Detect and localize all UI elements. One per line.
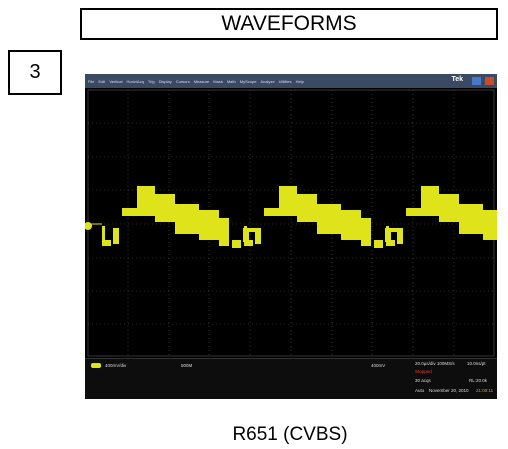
state: Stopped — [415, 369, 432, 374]
screen — [85, 89, 497, 357]
menu-bar: File Edit Vertical Horiz/Acq Trig Display Curs… — [85, 74, 497, 88]
menu-item[interactable]: Cursors — [175, 78, 190, 84]
menu-item[interactable]: Vertical — [109, 78, 123, 84]
caption: R651 (CVBS) — [232, 424, 348, 445]
menu-item[interactable]: Measure — [193, 78, 210, 84]
timebase: 20.0µs/div 100MS/s — [415, 361, 455, 366]
channel-scale: 400mV/div — [105, 363, 127, 368]
record-length: RL:20.0k — [469, 378, 488, 383]
menu-item[interactable]: Horiz/Acq — [126, 78, 144, 84]
menu-item[interactable]: MyScope — [239, 78, 257, 84]
page-title: WAVEFORMS — [80, 8, 498, 40]
menu-item[interactable]: Math — [226, 78, 236, 84]
menu-item[interactable]: File — [88, 78, 95, 84]
menu-item[interactable]: Analyze — [260, 78, 275, 84]
menu-item[interactable]: Utilities — [278, 78, 292, 84]
menu-item[interactable]: Display — [158, 78, 172, 84]
brand: Tek — [451, 76, 463, 83]
bandwidth: 500M — [181, 363, 193, 368]
date: November 20, 2010 — [429, 388, 469, 393]
acquisitions: 30 acqs — [415, 378, 431, 383]
trigger-level: 400mV — [371, 363, 386, 368]
menu-item[interactable]: Help — [295, 78, 304, 84]
menu-item[interactable]: Edit — [98, 78, 106, 84]
menu-item[interactable]: Mask — [213, 78, 223, 84]
time: 21:00:11 — [476, 388, 494, 393]
oscilloscope-screenshot: File Edit Vertical Horiz/Acq Trig Display Curs… — [85, 74, 497, 399]
section-number: 3 — [8, 50, 62, 95]
resolution: 10.0ns/pt — [467, 361, 486, 366]
menu-item[interactable]: Trig — [147, 78, 155, 84]
mode: Auto — [415, 388, 425, 393]
